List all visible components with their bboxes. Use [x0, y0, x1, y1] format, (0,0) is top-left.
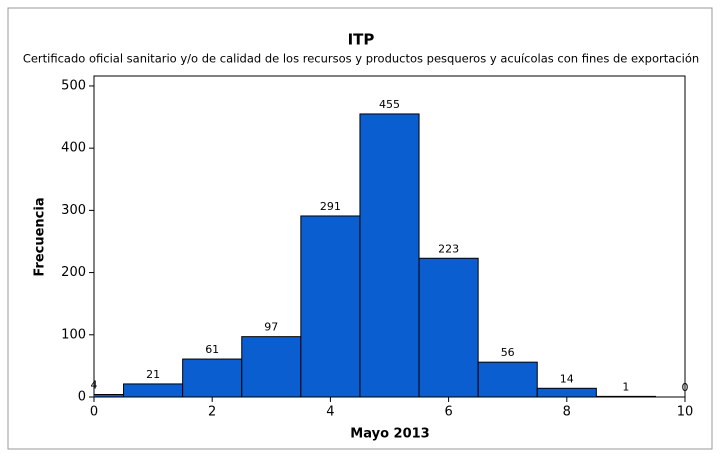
- bar: [300, 215, 361, 397]
- bar: [536, 387, 597, 397]
- bars: [94, 113, 656, 397]
- y-tick-label: 400: [61, 141, 86, 156]
- y-axis-label: Frecuencia: [33, 197, 48, 276]
- data-label: 223: [438, 242, 459, 255]
- x-tick-label: 0: [90, 405, 98, 420]
- data-label: 21: [146, 368, 160, 381]
- x-tick-label: 6: [444, 405, 452, 420]
- bar: [123, 383, 184, 397]
- data-label: 455: [379, 98, 400, 111]
- data-label: 291: [320, 200, 341, 213]
- y-tick-label: 500: [61, 78, 86, 93]
- data-label: 97: [264, 321, 278, 334]
- data-label: 1: [622, 380, 629, 393]
- y-tick-label: 100: [61, 327, 86, 342]
- y-tick-label: 300: [61, 203, 86, 218]
- data-label: 61: [205, 343, 219, 356]
- data-label: 56: [501, 346, 515, 359]
- x-tick-label: 4: [326, 405, 334, 420]
- x-tick-label: 8: [563, 405, 571, 420]
- chart-subtitle: Certificado oficial sanitario y/o de cal…: [23, 52, 699, 66]
- y-tick-label: 200: [61, 265, 86, 280]
- bar: [418, 257, 479, 397]
- x-tick-label: 10: [677, 405, 694, 420]
- data-label: 14: [560, 372, 574, 385]
- chart-title: ITP: [348, 31, 375, 49]
- bar: [359, 113, 420, 397]
- bar: [241, 336, 302, 397]
- x-axis-label: Mayo 2013: [350, 427, 429, 442]
- bar: [477, 361, 538, 397]
- y-tick-label: 0: [78, 390, 86, 405]
- bar: [182, 358, 243, 397]
- data-label: 0: [682, 381, 689, 394]
- bar: [595, 395, 656, 397]
- x-tick-label: 2: [208, 405, 216, 420]
- data-label: 4: [91, 379, 98, 392]
